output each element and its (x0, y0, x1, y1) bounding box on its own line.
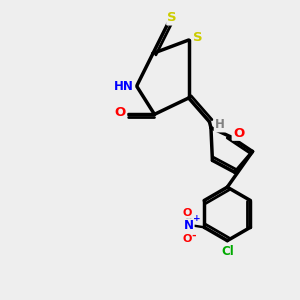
Text: Cl: Cl (221, 244, 234, 258)
Text: +: + (194, 214, 201, 223)
Text: H: H (215, 118, 225, 131)
Text: O: O (233, 127, 244, 140)
Text: HN: HN (114, 80, 134, 93)
Text: S: S (167, 11, 177, 24)
Text: N: N (184, 219, 194, 232)
Text: S: S (193, 31, 203, 44)
Text: -: - (192, 231, 196, 241)
Text: O: O (115, 106, 126, 119)
Text: O: O (182, 208, 192, 218)
Text: O: O (182, 234, 192, 244)
